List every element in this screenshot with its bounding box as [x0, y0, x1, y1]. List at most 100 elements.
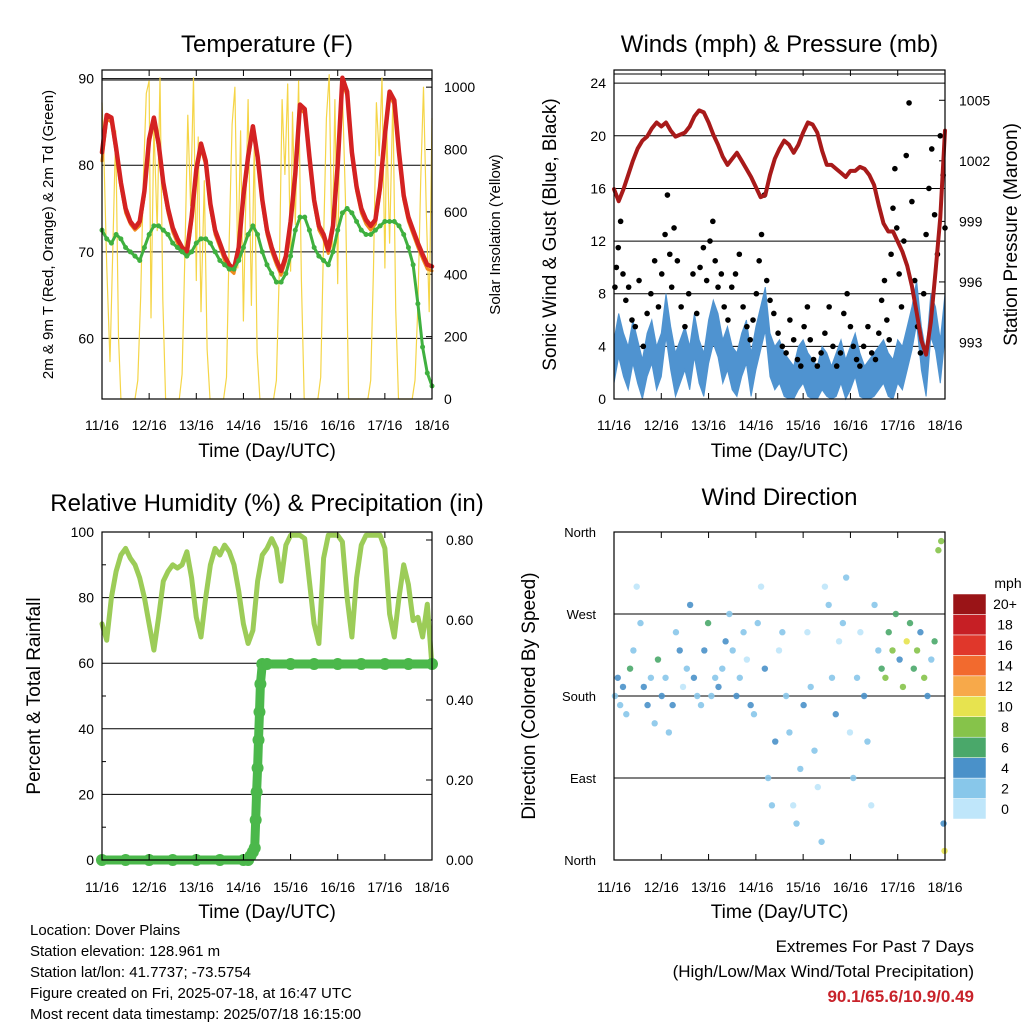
direction-point — [804, 629, 811, 636]
dewpoint-point — [339, 210, 345, 216]
gust-point — [911, 277, 918, 284]
gust-point — [906, 100, 912, 106]
gust-point — [901, 238, 907, 244]
x-tick-label: 14/16 — [738, 417, 773, 433]
x-tick-label: 12/16 — [644, 879, 679, 895]
y-tick-label: South — [562, 689, 596, 704]
gust-point — [909, 198, 915, 205]
y-axis-label: Percent & Total Rainfall — [24, 597, 45, 794]
direction-point — [719, 665, 726, 672]
y2-tick-label: 993 — [959, 334, 983, 350]
y-tick-label: 8 — [598, 286, 606, 302]
gust-point — [860, 343, 867, 350]
x-tick-label: 13/16 — [179, 879, 214, 895]
speed-colorbar: mph 0 2 4 6 8 10 12 14 16 18 20+ — [952, 575, 1022, 820]
gust-point — [756, 258, 762, 264]
y-tick-label: 100 — [71, 524, 95, 540]
direction-point — [857, 629, 864, 636]
dewpoint-point — [410, 262, 416, 268]
x-tick-label: 17/16 — [367, 417, 402, 433]
colorbar-label: mph — [994, 575, 1021, 591]
gust-point — [797, 363, 804, 369]
direction-point — [676, 647, 683, 654]
gust-point — [837, 350, 844, 356]
y2-tick-label: 1000 — [444, 79, 475, 95]
direction-point — [669, 701, 676, 709]
chart-title: Relative Humidity (%) & Precipitation (i… — [50, 490, 483, 517]
x-tick-label: 11/16 — [597, 417, 631, 433]
gust-point — [878, 297, 885, 304]
dewpoint-point — [123, 244, 129, 250]
colorbar-swatch — [952, 593, 987, 615]
direction-point — [782, 692, 790, 700]
direction-point — [814, 783, 822, 791]
dewpoint-point — [401, 232, 407, 237]
dewpoint-point — [335, 227, 341, 233]
gust-point — [710, 218, 716, 225]
direction-point — [853, 674, 861, 681]
gust-point — [697, 264, 703, 271]
direction-point — [913, 647, 921, 654]
dewpoint-point — [207, 240, 213, 246]
dewpoint-point — [354, 219, 360, 225]
direction-point — [920, 674, 928, 681]
gust-point — [613, 264, 620, 271]
dewpoint-point — [179, 249, 185, 255]
x-tick-label: 14/16 — [226, 879, 261, 895]
extremes-subtitle: (High/Low/Max Wind/Total Precipitation) — [672, 962, 974, 981]
x-tick-label: 17/16 — [367, 879, 402, 895]
gust-point — [648, 290, 654, 297]
direction-point — [846, 729, 854, 736]
direction-point — [940, 820, 947, 827]
precip-point — [378, 658, 391, 670]
x-tick-label: 18/16 — [414, 879, 449, 895]
precip-point — [331, 658, 344, 670]
y-tick-label: 90 — [78, 71, 94, 87]
colorbar-swatch — [952, 716, 987, 738]
y-tick-label: West — [567, 607, 597, 622]
colorbar-swatch — [952, 798, 987, 820]
x-tick-label: 12/16 — [132, 879, 167, 895]
dewpoint-point — [424, 370, 430, 376]
dewpoint-point — [250, 223, 256, 229]
y-tick-label: North — [564, 853, 596, 868]
x-tick-label: 11/16 — [85, 879, 119, 895]
direction-point — [800, 701, 807, 709]
colorbar-tick-label: 18 — [997, 617, 1013, 633]
dewpoint-point — [255, 232, 261, 237]
gust-point — [767, 297, 773, 304]
colorbar-swatch — [952, 634, 987, 656]
gust-point — [783, 350, 789, 356]
dewpoint-point — [141, 244, 147, 250]
gust-point — [779, 343, 786, 350]
dewpoint-point — [382, 219, 388, 225]
x-tick-label: 11/16 — [597, 879, 631, 895]
colorbar-tick-label: 8 — [1001, 719, 1009, 735]
gust-point — [928, 146, 935, 152]
dewpoint-point — [108, 240, 114, 246]
direction-point — [690, 674, 698, 681]
y-tick-label: 24 — [590, 75, 606, 91]
humidity-series — [99, 532, 435, 669]
direction-point — [722, 638, 729, 645]
dewpoint-point — [292, 227, 298, 233]
dewpoint-point — [245, 232, 251, 237]
y-tick-label: 0 — [86, 852, 94, 868]
gust-point — [721, 304, 727, 310]
direction-point — [733, 692, 740, 700]
direction-point — [614, 674, 621, 681]
y2-tick-label: 0 — [444, 391, 452, 407]
colorbar-swatch — [952, 777, 987, 799]
gust-point — [728, 284, 735, 290]
x-tick-label: 15/16 — [786, 879, 821, 895]
gust-point — [758, 231, 765, 238]
direction-point — [868, 802, 875, 809]
gust-point — [736, 251, 743, 258]
gust-point — [826, 304, 832, 310]
x-tick-label: 17/16 — [880, 417, 915, 433]
direction-point — [729, 647, 736, 654]
y-tick-label: East — [570, 771, 596, 786]
station-location: Location: Dover Plains — [30, 922, 181, 939]
direction-point — [889, 647, 896, 654]
y2-tick-label: 200 — [444, 329, 468, 345]
